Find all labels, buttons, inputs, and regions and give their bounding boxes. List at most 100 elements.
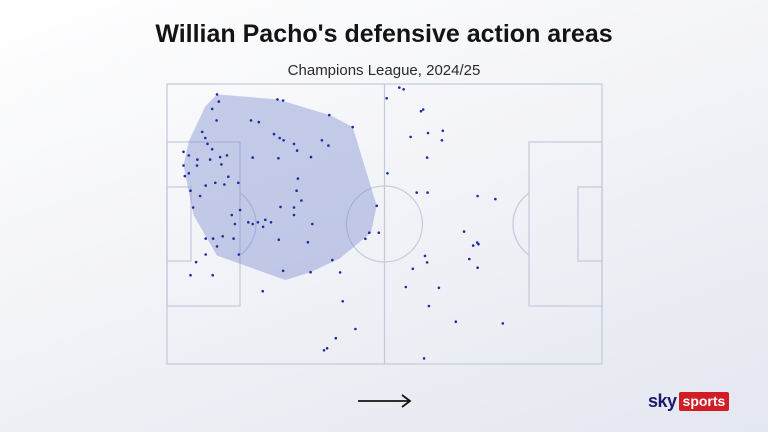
defensive-action-point — [230, 213, 234, 217]
defensive-action-point — [411, 267, 415, 271]
defensive-action-point — [309, 155, 313, 159]
defensive-action-point — [187, 154, 191, 157]
defensive-action-point — [206, 142, 209, 146]
defensive-action-point — [261, 225, 265, 229]
logo-sky-text: sky — [648, 391, 677, 411]
defensive-action-point — [309, 270, 312, 274]
defensive-action-point — [272, 132, 276, 136]
defensive-action-point — [210, 107, 214, 111]
defensive-action-point — [223, 183, 226, 186]
defensive-action-point — [351, 125, 355, 129]
defensive-action-point — [476, 266, 479, 270]
defensive-action-point — [440, 139, 444, 142]
defensive-action-point — [462, 230, 466, 233]
defensive-action-point — [320, 139, 324, 142]
defensive-action-point — [282, 139, 285, 142]
defensive-action-point — [425, 261, 429, 264]
defensive-action-point — [204, 253, 207, 256]
defensive-action-point — [295, 149, 299, 152]
defensive-action-point — [281, 269, 285, 273]
chart-subtitle: Champions League, 2024/25 — [287, 62, 481, 79]
defensive-action-point — [194, 260, 198, 264]
defensive-action-point — [295, 189, 298, 192]
defensive-action-point — [238, 208, 242, 212]
defensive-action-point — [375, 204, 379, 208]
defensive-action-point — [322, 349, 326, 352]
defensive-action-point — [198, 194, 202, 198]
defensive-action-point — [210, 147, 214, 151]
defensive-action-point — [187, 172, 191, 175]
defensive-action-point — [189, 189, 192, 192]
defensive-action-point — [477, 242, 480, 246]
defensive-action-point — [421, 108, 425, 111]
defensive-action-point — [468, 257, 471, 261]
defensive-action-point — [196, 158, 199, 161]
defensive-action-point — [257, 120, 261, 124]
defensive-action-area — [183, 94, 377, 281]
defensive-action-point — [427, 304, 431, 308]
defensive-action-point — [277, 156, 280, 160]
defensive-action-point — [386, 172, 389, 175]
defensive-action-point — [183, 174, 187, 178]
defensive-action-point — [476, 194, 479, 198]
defensive-action-point — [423, 254, 427, 258]
defensive-action-point — [237, 253, 241, 256]
defensive-action-point — [251, 156, 254, 159]
defensive-action-point — [215, 93, 219, 96]
defensive-action-point — [195, 164, 199, 167]
defensive-action-point — [334, 336, 338, 340]
defensive-action-point — [422, 357, 426, 360]
defensive-action-points — [182, 86, 505, 360]
defensive-action-point — [402, 88, 405, 91]
defensive-action-point — [221, 235, 224, 238]
defensive-action-point — [208, 158, 212, 161]
defensive-action-point — [377, 231, 381, 234]
defensive-action-point — [225, 154, 229, 157]
pitch-markings — [166, 83, 603, 365]
attack-direction-arrow-icon — [358, 394, 412, 408]
defensive-action-point — [261, 289, 265, 293]
defensive-action-point — [404, 285, 408, 289]
defensive-action-point — [217, 100, 221, 103]
defensive-action-point — [277, 238, 281, 241]
defensive-action-point — [256, 221, 260, 224]
defensive-action-point — [281, 99, 285, 102]
defensive-action-point — [385, 97, 389, 100]
defensive-action-point — [327, 144, 330, 147]
defensive-action-point — [341, 300, 345, 303]
defensive-action-point — [501, 322, 505, 325]
defensive-action-point — [306, 240, 310, 244]
defensive-action-point — [419, 109, 423, 113]
defensive-action-point — [494, 197, 497, 201]
left-six-yard-box — [166, 186, 192, 262]
defensive-action-point — [338, 271, 342, 274]
defensive-action-point — [215, 119, 218, 122]
defensive-action-point — [233, 222, 237, 226]
defensive-action-point — [211, 237, 215, 240]
defensive-action-point — [204, 237, 207, 240]
defensive-action-point — [292, 142, 296, 146]
defensive-action-point — [191, 206, 195, 209]
defensive-action-point — [441, 129, 445, 133]
defensive-action-point — [214, 181, 217, 185]
defensive-action-point — [296, 177, 300, 180]
defensive-action-point — [454, 320, 458, 324]
defensive-action-point — [471, 244, 475, 247]
chart-title: Willian Pacho's defensive action areas — [155, 20, 613, 48]
defensive-action-point — [426, 131, 430, 135]
defensive-action-point — [292, 213, 296, 217]
defensive-action-point — [368, 231, 371, 234]
defensive-action-point — [354, 327, 357, 331]
defensive-action-point — [237, 181, 240, 185]
right-six-yard-box — [577, 186, 603, 262]
defensive-action-point — [278, 136, 282, 140]
defensive-action-point — [227, 175, 230, 178]
defensive-action-point — [204, 136, 207, 140]
defensive-action-point — [437, 286, 441, 290]
defensive-action-point — [182, 164, 185, 167]
defensive-action-point — [398, 86, 401, 89]
defensive-action-point — [279, 205, 282, 209]
right-penalty-arc — [512, 192, 530, 256]
defensive-action-point — [218, 155, 222, 159]
defensive-action-point — [264, 218, 267, 222]
